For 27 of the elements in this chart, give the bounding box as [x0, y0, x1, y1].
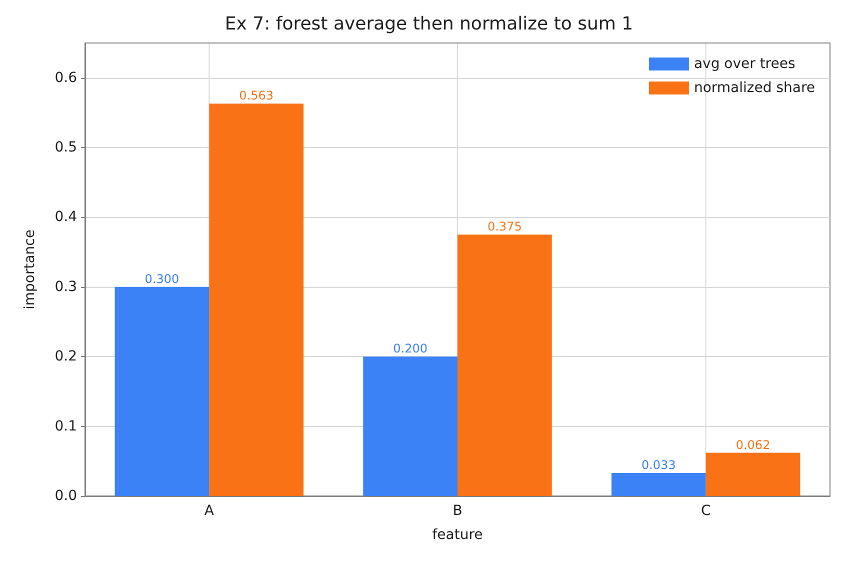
y-tick-label: 0.1: [54, 418, 77, 434]
y-axis-title: importance: [22, 230, 38, 310]
bar: [114, 286, 210, 496]
y-tick-label: 0.6: [54, 70, 78, 86]
bar: [209, 104, 304, 496]
data-label: 0.563: [239, 88, 274, 103]
bar: [706, 452, 800, 496]
bar: [363, 356, 458, 496]
legend-label: avg over trees: [694, 56, 796, 72]
data-label: 0.062: [736, 438, 770, 452]
x-tick-label: C: [700, 503, 711, 519]
y-tick-label: 0.4: [54, 209, 78, 226]
data-label: 0.033: [641, 458, 676, 472]
data-label: 0.375: [488, 220, 522, 234]
bar: [458, 234, 552, 496]
x-axis-title: feature: [432, 527, 483, 543]
bar: [611, 473, 706, 496]
data-label: 0.300: [144, 272, 180, 286]
y-tick-label: 0.5: [54, 140, 77, 156]
legend-label: normalized share: [694, 80, 816, 96]
y-tick-label: 0.0: [54, 488, 77, 504]
y-tick-label: 0.3: [54, 278, 77, 295]
x-tick-label: A: [204, 503, 214, 519]
data-label: 0.200: [393, 342, 428, 356]
chart-title: Ex 7: forest average then normalize to sum 1: [224, 14, 634, 34]
y-tick-label: 0.2: [54, 348, 77, 365]
x-tick-label: B: [452, 503, 462, 519]
